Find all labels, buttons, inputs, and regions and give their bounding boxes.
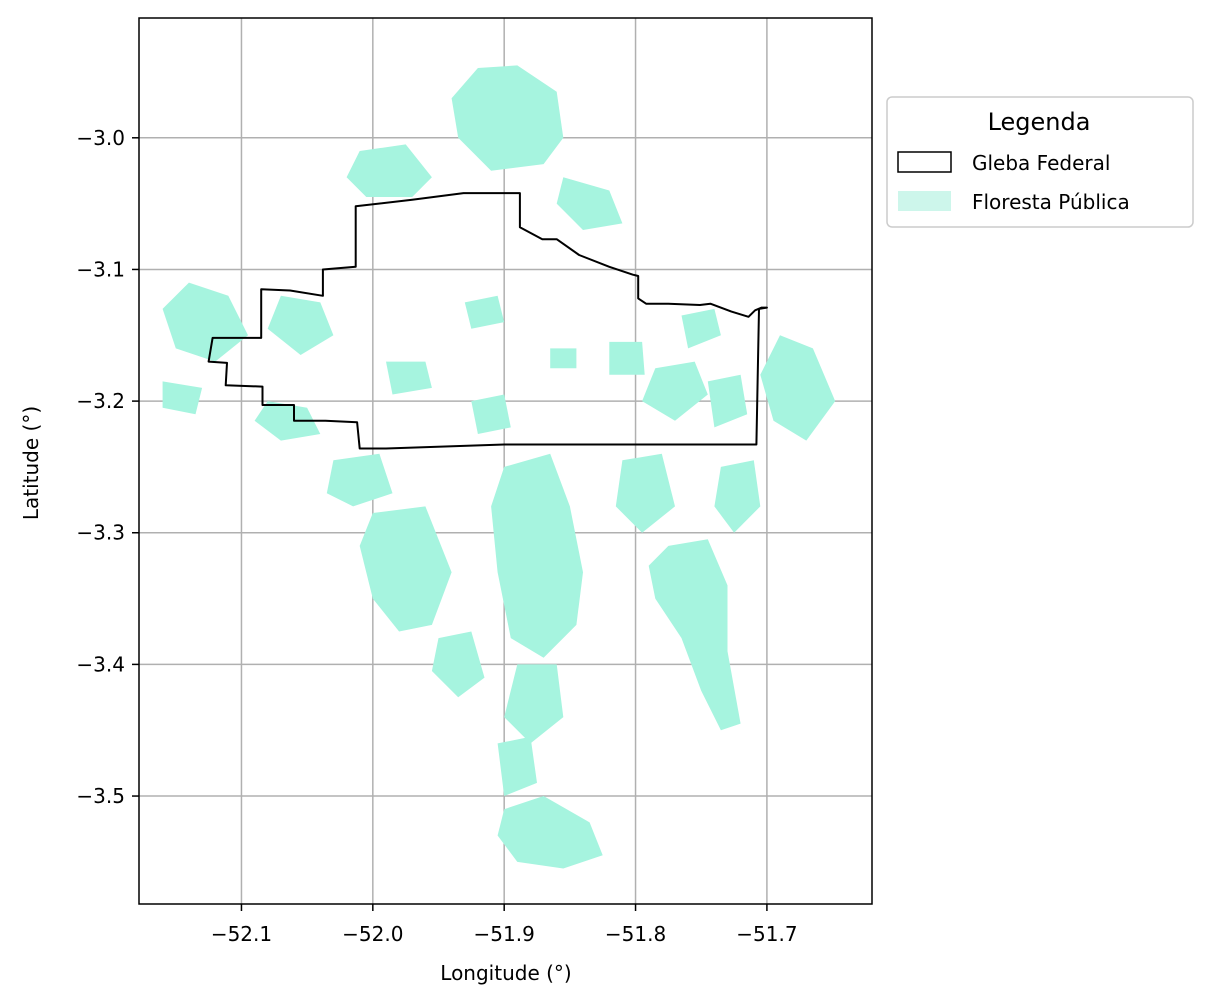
forest-patch-west-inner-blob [267, 295, 334, 355]
forest-patch-east-blob-1 [642, 361, 708, 421]
legend-label-floresta-publica: Floresta Pública [972, 190, 1130, 214]
legend-swatch-floresta-publica [898, 191, 951, 211]
legend-swatch-gleba-federal [897, 151, 952, 173]
x-axis-ticks: −52.1 −52.0 −51.9 −51.8 −51.7 [211, 904, 798, 946]
gleba-federal-boundary [207, 192, 768, 450]
y-tick-label-0: −3.0 [76, 126, 125, 150]
plot-area [162, 65, 836, 869]
x-tick-label-1: −52.0 [342, 922, 403, 946]
y-tick-label-3: −3.3 [76, 521, 125, 545]
forest-patch-center-blob-3 [550, 348, 577, 369]
forest-patch-west-blob [162, 381, 203, 415]
forest-patch-west-lower-blob [254, 401, 321, 441]
legend-label-gleba-federal: Gleba Federal [972, 151, 1110, 175]
gleba-federal-layer [207, 192, 768, 450]
y-tick-label-1: −3.1 [76, 257, 125, 281]
x-axis-label: Longitude (°) [440, 961, 571, 985]
y-axis-ticks: −3.0 −3.1 −3.2 −3.3 −3.4 −3.5 [76, 126, 139, 808]
forest-patch-far-west-blob [162, 282, 248, 362]
y-tick-label-4: −3.4 [76, 652, 125, 676]
y-tick-label-5: −3.5 [76, 784, 125, 808]
forest-patch-south-east-right-blob [714, 460, 761, 533]
x-tick-label-3: −51.8 [605, 922, 666, 946]
forest-patch-center-east-blob [609, 341, 645, 375]
forest-patch-south-tip-blob [497, 796, 603, 869]
forest-patch-south-center-lower-blob [504, 664, 564, 744]
legend-title: Legenda [988, 108, 1091, 136]
forest-patch-south-west-upper-blob [326, 453, 393, 507]
forest-patch-east-blob-3 [707, 374, 748, 428]
forest-patch-east-blob-2 [681, 308, 721, 349]
forest-patch-south-west-blob [359, 506, 452, 632]
forest-patch-far-east-blob [760, 335, 836, 441]
x-tick-label-0: −52.1 [211, 922, 272, 946]
x-tick-label-4: −51.7 [736, 922, 797, 946]
forest-patch-south-mid-blob [431, 631, 485, 698]
forest-patch-south-center-blob [491, 453, 583, 658]
legend: Legenda Gleba Federal Floresta Pública [886, 96, 1194, 228]
forest-patch-center-blob-2 [464, 295, 505, 329]
forest-patch-south-east-upper-blob [615, 453, 675, 533]
x-tick-label-2: −51.9 [474, 922, 535, 946]
forest-patch-north-blob [451, 65, 564, 171]
forest-patch-north-east-blob [556, 177, 623, 230]
forest-patch-south-east-blob [648, 539, 741, 731]
forest-patch-north-west-blob [346, 144, 432, 197]
y-tick-label-2: −3.2 [76, 389, 125, 413]
plot-frame [138, 17, 873, 905]
forest-patch-south-stem-blob [497, 736, 537, 796]
legend-box [886, 96, 1194, 228]
forest-patch-center-blob-4 [471, 394, 511, 434]
y-axis-label: Latitude (°) [19, 406, 43, 520]
floresta-publica-layer [162, 65, 836, 869]
forest-patch-center-blob-1 [386, 361, 432, 395]
